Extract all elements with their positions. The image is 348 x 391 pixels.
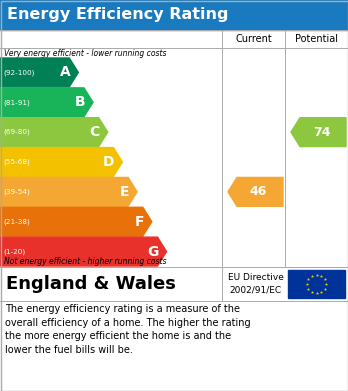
Text: B: B [74,95,85,109]
Text: (55-68): (55-68) [3,159,30,165]
Text: Not energy efficient - higher running costs: Not energy efficient - higher running co… [4,257,166,266]
Text: (69-80): (69-80) [3,129,30,135]
Text: The energy efficiency rating is a measure of the
overall efficiency of a home. T: The energy efficiency rating is a measur… [5,304,251,355]
Text: E: E [120,185,129,199]
Text: 46: 46 [250,185,267,198]
Text: C: C [89,125,100,139]
Polygon shape [0,147,122,176]
Text: F: F [134,215,144,229]
Text: G: G [147,245,158,258]
Polygon shape [0,88,93,117]
Text: Very energy efficient - lower running costs: Very energy efficient - lower running co… [4,49,166,58]
Text: EU Directive: EU Directive [228,273,283,282]
Text: (81-91): (81-91) [3,99,30,106]
Bar [0,0,348,30]
Text: 2002/91/EC: 2002/91/EC [229,285,282,295]
Text: (21-38): (21-38) [3,219,30,225]
Polygon shape [0,118,108,147]
Polygon shape [0,178,137,206]
Text: (1-20): (1-20) [3,248,25,255]
Text: (39-54): (39-54) [3,188,30,195]
Text: (92-100): (92-100) [3,69,34,76]
Polygon shape [0,237,166,266]
Polygon shape [0,207,152,236]
Text: Current: Current [235,34,272,44]
Text: 74: 74 [313,126,330,139]
Bar [0,267,348,301]
Text: D: D [103,155,114,169]
Bar [288,270,345,298]
Text: Potential: Potential [295,34,338,44]
Polygon shape [0,58,78,87]
Polygon shape [228,178,283,206]
Text: Energy Efficiency Rating: Energy Efficiency Rating [7,7,229,23]
Polygon shape [291,118,346,147]
Text: England & Wales: England & Wales [6,275,176,293]
Text: A: A [60,65,70,79]
